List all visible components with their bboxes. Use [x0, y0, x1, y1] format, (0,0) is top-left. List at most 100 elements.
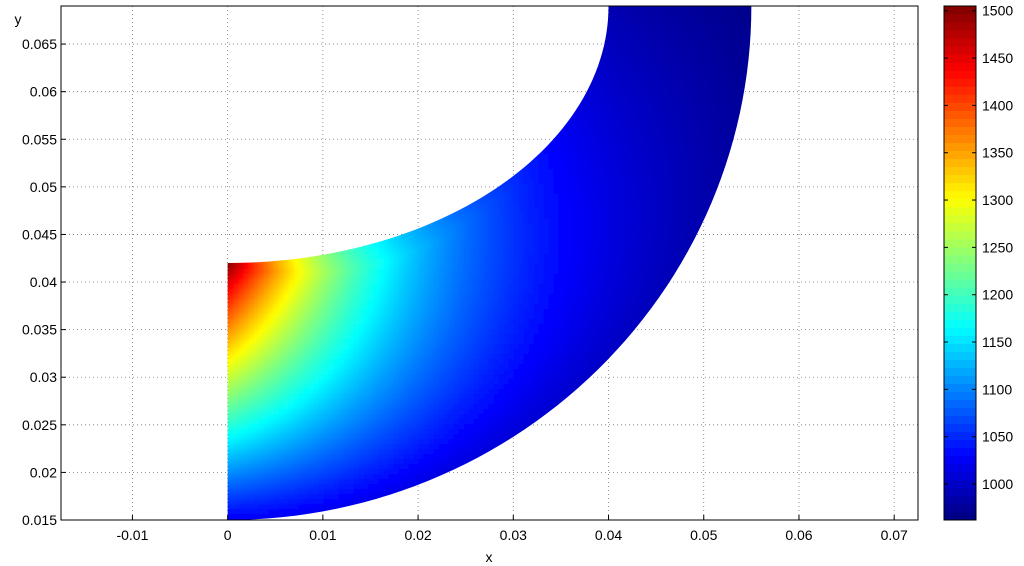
colorbar-swatch — [944, 86, 976, 95]
x-tick-label: 0.05 — [690, 527, 717, 543]
colorbar-swatch — [944, 70, 976, 79]
x-tick-label: 0.01 — [309, 527, 336, 543]
y-tick-label: 0.06 — [30, 84, 57, 100]
colorbar-swatch — [944, 359, 976, 368]
colorbar-swatch — [944, 367, 976, 376]
colorbar-swatch — [944, 479, 976, 489]
colorbar-swatch — [944, 303, 976, 312]
colorbar-swatch — [944, 471, 976, 481]
colorbar-tick-label: 1100 — [982, 381, 1012, 397]
colorbar-swatch — [944, 54, 976, 63]
colorbar-frame — [943, 5, 977, 521]
colorbar: 1000 1050 1100 1150 1200 1250 1300 1350 1400 1450… — [943, 3, 1013, 521]
x-tick-label: 0.06 — [785, 527, 812, 543]
colorbar-tick-label: 1050 — [982, 429, 1013, 445]
colorbar-swatch — [944, 455, 976, 465]
colorbar-swatch — [944, 327, 976, 336]
colorbar-tick-label: 1250 — [982, 239, 1013, 255]
colorbar-swatch — [944, 166, 976, 176]
colorbar-swatch — [944, 254, 976, 264]
colorbar-swatch — [944, 343, 976, 352]
x-tick-label: 0.04 — [595, 527, 622, 543]
colorbar-swatch — [944, 246, 976, 256]
colorbar-swatch — [944, 22, 976, 31]
colorbar-swatch — [944, 503, 976, 513]
colorbar-swatch — [944, 182, 976, 192]
colorbar-swatch — [944, 279, 976, 288]
colorbar-swatch — [944, 423, 976, 433]
x-tick-label: 0.03 — [500, 527, 527, 543]
colorbar-swatch — [944, 62, 976, 71]
colorbar-swatch — [944, 6, 976, 15]
colorbar-swatch — [944, 495, 976, 505]
colorbar-swatch — [944, 407, 976, 417]
colorbar-swatch — [944, 391, 976, 401]
colorbar-swatch — [944, 335, 976, 344]
colorbar-swatch — [944, 383, 976, 392]
y-tick-label: 0.05 — [30, 179, 57, 195]
colorbar-swatch — [944, 190, 976, 200]
colorbar-swatch — [944, 439, 976, 449]
colorbar-swatch — [944, 287, 976, 296]
colorbar-swatch — [944, 118, 976, 127]
colorbar-tick-label: 1200 — [982, 287, 1013, 303]
y-tick-label: 0.055 — [22, 131, 57, 147]
colorbar-swatch — [944, 174, 976, 184]
plot-frame — [60, 5, 919, 521]
colorbar-swatch — [944, 214, 976, 224]
y-tick-label: 0.02 — [30, 464, 57, 480]
colorbar-swatch — [944, 431, 976, 441]
colorbar-swatch — [944, 399, 976, 409]
colorbar-tick-label: 1300 — [982, 192, 1013, 208]
colorbar-swatch — [944, 230, 976, 240]
colorbar-swatch — [944, 415, 976, 425]
colorbar-swatch — [944, 78, 976, 87]
colorbar-swatch — [944, 487, 976, 497]
colorbar-swatch — [944, 447, 976, 457]
colorbar-swatch — [944, 38, 976, 47]
colorbar-swatch — [944, 206, 976, 216]
x-tick-label: -0.01 — [116, 527, 148, 543]
colorbar-swatch — [944, 142, 976, 152]
x-tick-label: 0 — [224, 527, 232, 543]
colorbar-swatch — [944, 375, 976, 384]
colorbar-swatch — [944, 46, 976, 55]
colorbar-swatch — [944, 238, 976, 248]
colorbar-swatch — [944, 30, 976, 39]
colorbar-swatch — [944, 198, 976, 208]
colorbar-swatch — [944, 150, 976, 160]
colorbar-swatch — [944, 511, 976, 521]
colorbar-swatch — [944, 158, 976, 168]
colorbar-swatch — [944, 311, 976, 320]
y-tick-label: 0.04 — [30, 274, 57, 290]
y-tick-label: 0.03 — [30, 369, 57, 385]
y-tick-label: 0.065 — [22, 36, 57, 52]
colorbar-swatch — [944, 463, 976, 473]
colorbar-tick-label: 1000 — [982, 476, 1013, 492]
colorbar-tick-label: 1350 — [982, 145, 1013, 161]
y-axis-label: y — [15, 11, 22, 27]
x-axis-label: x — [486, 549, 493, 565]
y-tick-label: 0.015 — [22, 512, 57, 528]
y-tick-label: 0.035 — [22, 322, 57, 338]
colorbar-swatch — [944, 126, 976, 135]
x-tick-label: 0.02 — [404, 527, 431, 543]
colorbar-swatch — [944, 263, 976, 272]
colorbar-swatch — [944, 295, 976, 304]
colorbar-tick-label: 1400 — [982, 97, 1013, 113]
colorbar-swatch — [944, 110, 976, 119]
colorbar-tick-label: 1150 — [982, 334, 1012, 350]
colorbar-swatch — [944, 222, 976, 232]
y-tick-label: 0.045 — [22, 226, 57, 242]
colorbar-tick-label: 1450 — [982, 50, 1013, 66]
y-tick-label: 0.025 — [22, 417, 57, 433]
x-tick-label: 0.07 — [881, 527, 908, 543]
colorbar-swatch — [944, 102, 976, 111]
y-axis: 0.015 0.02 0.025 0.03 0.035 0.04 0.045 0.05 0.05… — [22, 36, 66, 528]
colorbar-swatch — [944, 14, 976, 23]
colorbar-swatch — [944, 134, 976, 144]
colorbar-swatch — [944, 94, 976, 103]
x-axis: -0.01 0 0.01 0.02 0.03 0.04 0.05 0.06 0.07 — [116, 515, 908, 543]
colorbar-swatch — [944, 351, 976, 360]
